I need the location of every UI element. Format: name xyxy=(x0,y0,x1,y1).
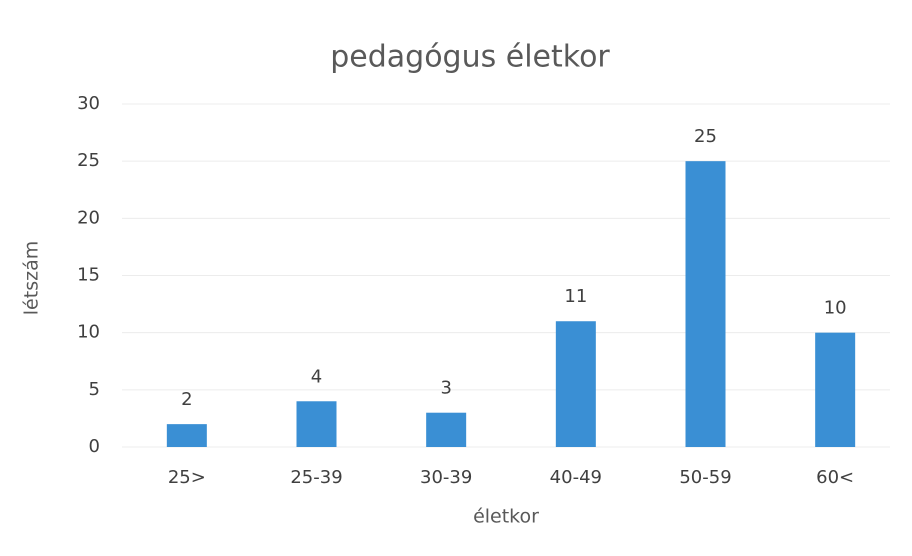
x-axis-label: életkor xyxy=(473,506,539,528)
y-axis-label: létszám xyxy=(21,241,43,315)
x-tick-label: 50-59 xyxy=(679,467,731,488)
bar xyxy=(426,412,467,447)
y-tick-label: 10 xyxy=(77,322,100,343)
y-tick-label: 15 xyxy=(77,265,100,286)
data-label: 4 xyxy=(311,366,322,387)
data-label: 2 xyxy=(181,389,192,410)
chart-title: pedagógus életkor xyxy=(330,40,610,75)
bar xyxy=(296,401,337,447)
data-label: 25 xyxy=(694,126,717,147)
y-tick-label: 5 xyxy=(89,379,100,400)
x-tick-label: 60< xyxy=(816,467,854,488)
y-tick-label: 0 xyxy=(89,436,100,457)
x-tick-label: 25> xyxy=(168,467,206,488)
data-label: 10 xyxy=(824,298,847,319)
y-tick-label: 30 xyxy=(77,93,100,114)
y-tick-label: 25 xyxy=(77,150,100,171)
x-tick-label: 40-49 xyxy=(550,467,602,488)
bar xyxy=(815,332,856,447)
y-tick-label: 20 xyxy=(77,207,100,228)
x-tick-label: 25-39 xyxy=(290,467,342,488)
data-label: 11 xyxy=(564,286,587,307)
bar xyxy=(555,321,596,447)
data-label: 3 xyxy=(440,378,451,399)
bar xyxy=(685,161,726,447)
bar xyxy=(166,424,207,447)
x-tick-label: 30-39 xyxy=(420,467,472,488)
